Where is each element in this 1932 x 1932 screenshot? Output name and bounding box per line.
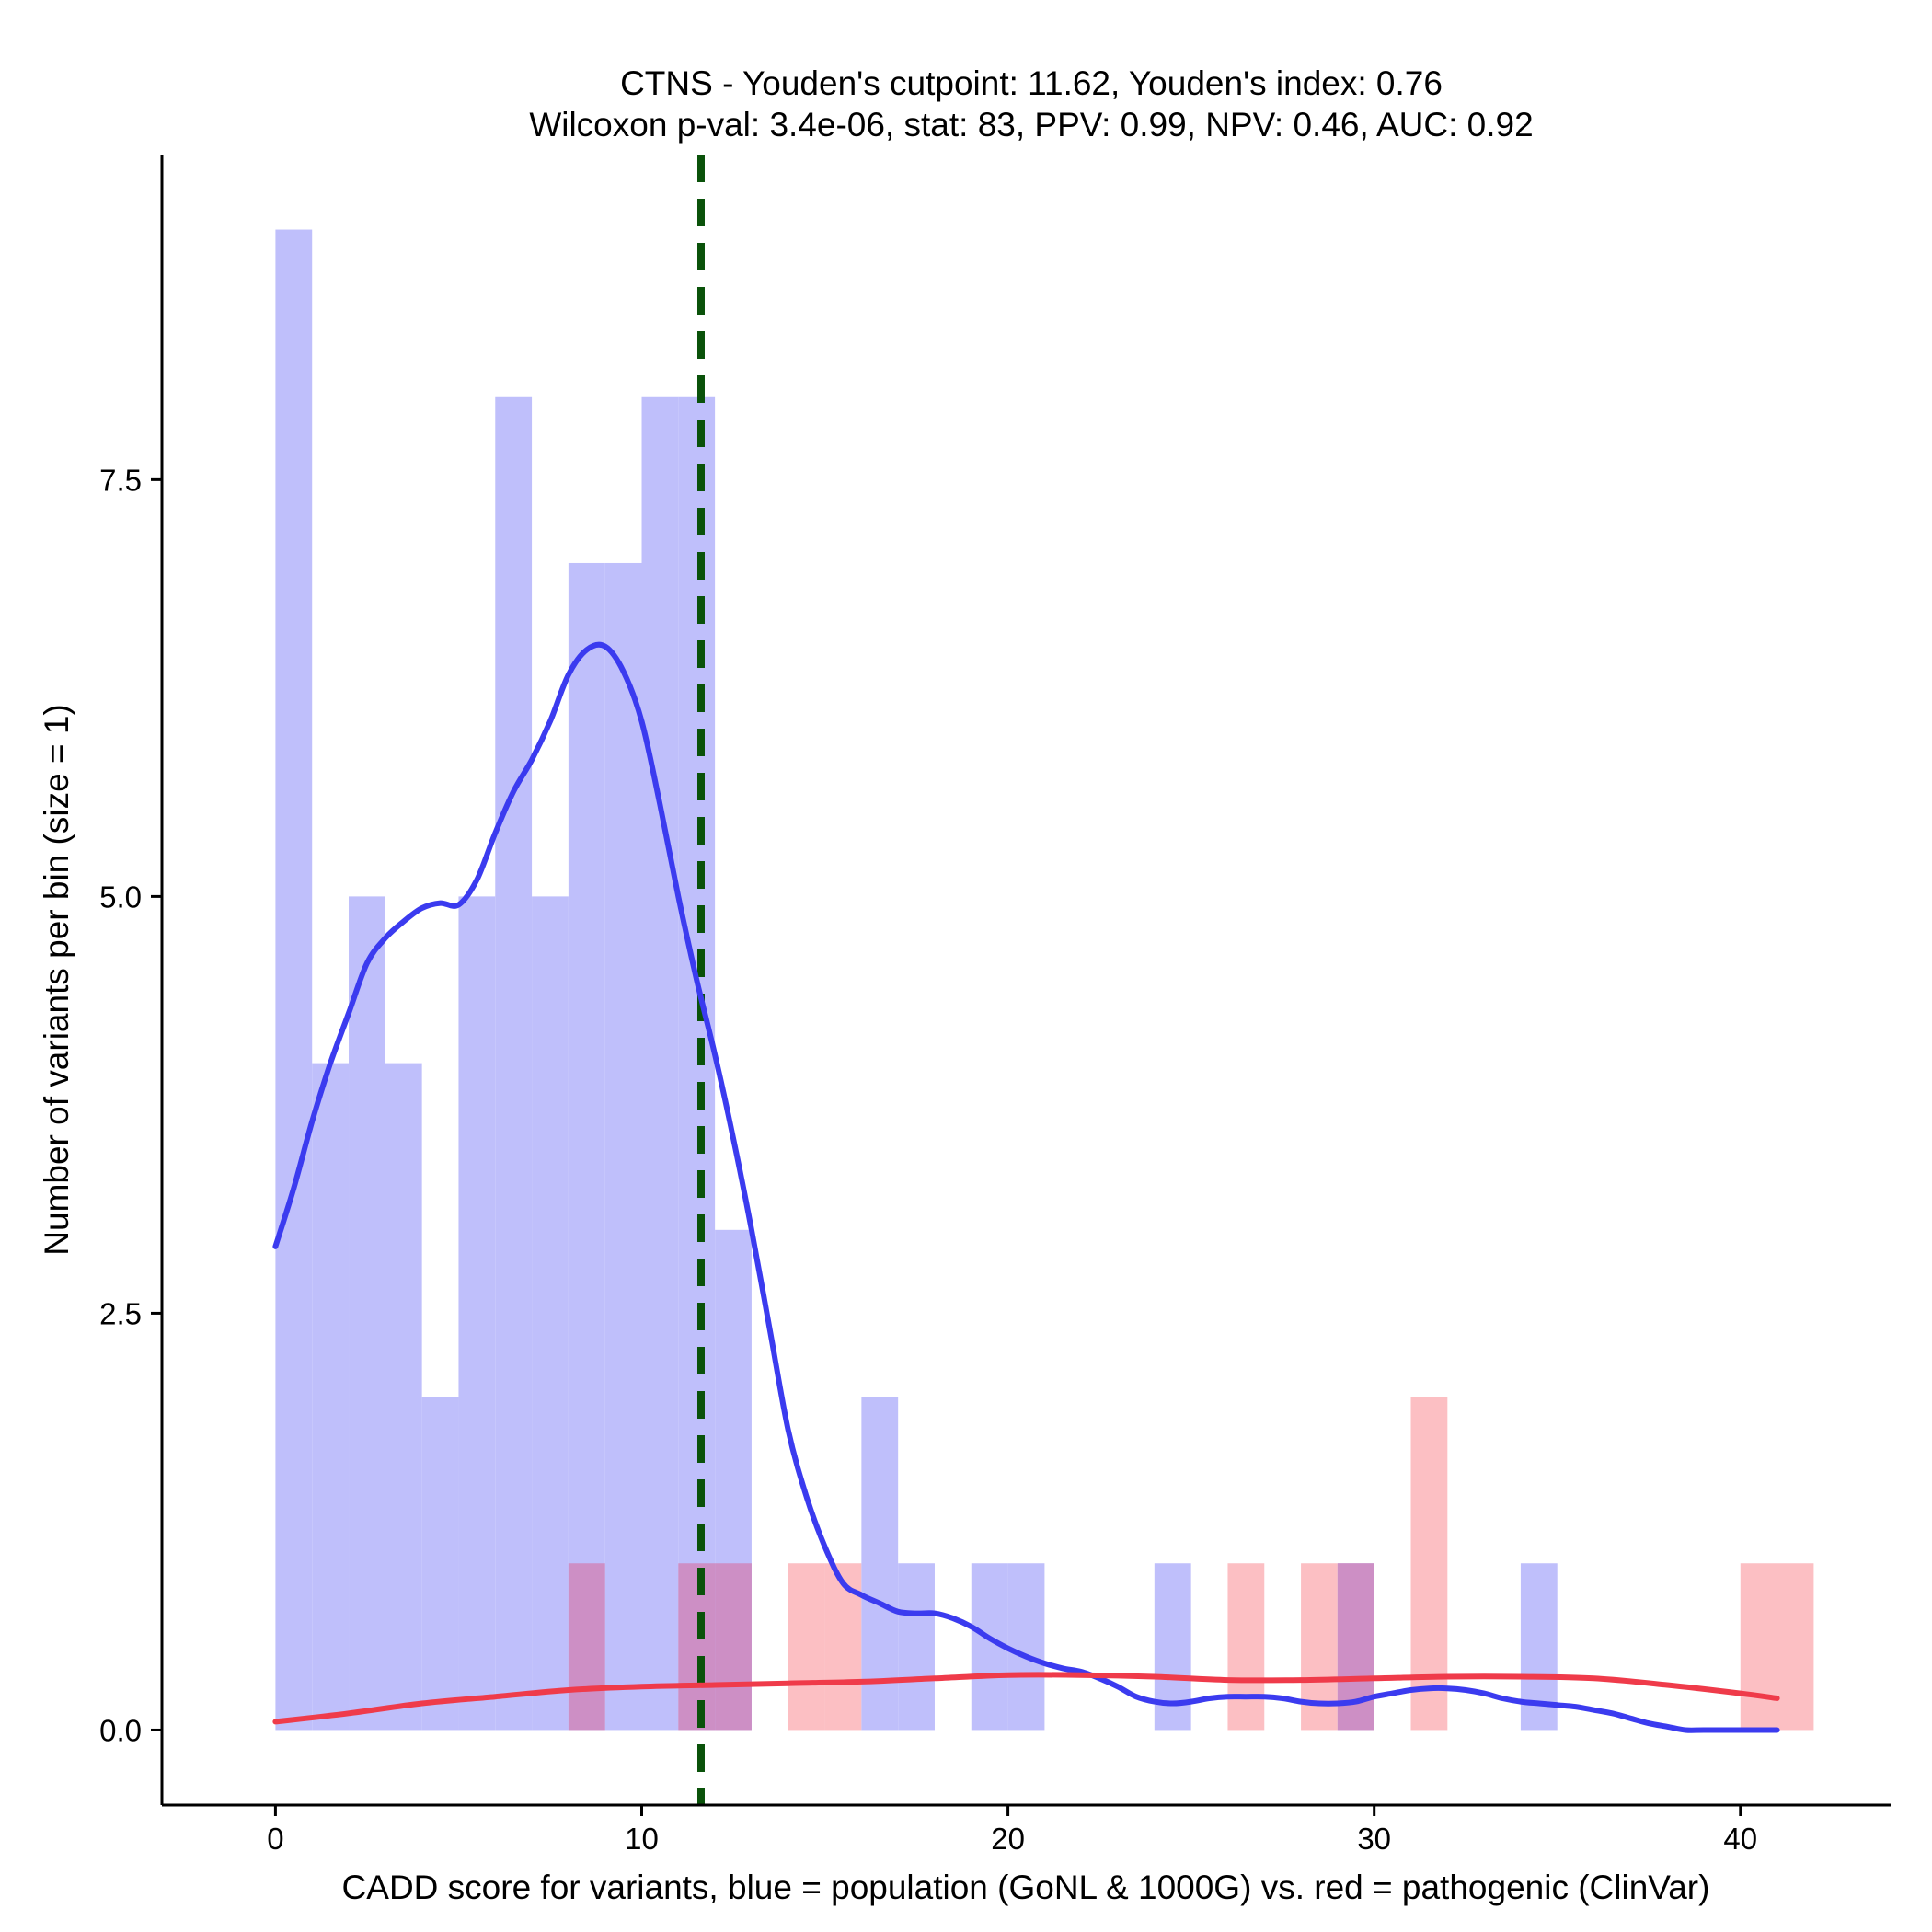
population-bar xyxy=(458,896,496,1731)
overlap-bar xyxy=(678,1563,716,1731)
overlap-bar xyxy=(568,1563,605,1731)
y-tick-label: 2.5 xyxy=(99,1296,142,1330)
x-tick-label: 20 xyxy=(991,1822,1025,1856)
pathogenic-bar xyxy=(1777,1563,1814,1731)
x-tick-label: 40 xyxy=(1723,1822,1757,1856)
population-bar xyxy=(568,562,605,1731)
y-tick-label: 0.0 xyxy=(99,1713,142,1747)
x-tick-label: 0 xyxy=(267,1822,283,1856)
population-bar xyxy=(861,1397,899,1731)
population-bar xyxy=(898,1563,935,1731)
pathogenic-bar xyxy=(824,1563,862,1731)
population-bar xyxy=(495,396,533,1731)
population-density-curve xyxy=(272,641,1780,1733)
pathogenic-bar xyxy=(788,1563,825,1731)
population-bar xyxy=(532,896,569,1731)
x-ticks: 0 10 20 30 40 xyxy=(267,1805,1757,1856)
population-bar xyxy=(312,1063,350,1731)
population-bar xyxy=(421,1397,459,1731)
pathogenic-bar xyxy=(1740,1563,1777,1731)
x-axis-label: CADD score for variants, blue = populati… xyxy=(342,1869,1710,1906)
population-bar xyxy=(678,396,716,1731)
x-tick-label: 10 xyxy=(625,1822,659,1856)
y-tick-label: 5.0 xyxy=(99,880,142,914)
population-bar xyxy=(641,396,679,1731)
overlap-bars xyxy=(568,1563,1374,1731)
population-bar xyxy=(604,562,642,1731)
population-bar xyxy=(1007,1563,1045,1731)
population-bars xyxy=(275,229,1558,1731)
population-bar xyxy=(275,229,313,1731)
y-tick-label: 7.5 xyxy=(99,463,142,497)
pathogenic-density-curve xyxy=(272,1672,1780,1725)
chart-title-line-2: Wilcoxon p-val: 3.4e-06, stat: 83, PPV: … xyxy=(529,106,1533,144)
population-bar xyxy=(349,896,385,1731)
overlap-bar xyxy=(715,1563,752,1731)
population-bar xyxy=(385,1063,422,1731)
y-ticks: 0.0 2.5 5.0 7.5 xyxy=(99,463,162,1747)
y-axis-label: Number of variants per bin (size = 1) xyxy=(38,704,75,1255)
chart-title-line-1: CTNS - Youden's cutpoint: 11.62, Youden'… xyxy=(620,64,1443,102)
x-tick-label: 30 xyxy=(1357,1822,1391,1856)
pathogenic-bar xyxy=(1227,1563,1265,1731)
